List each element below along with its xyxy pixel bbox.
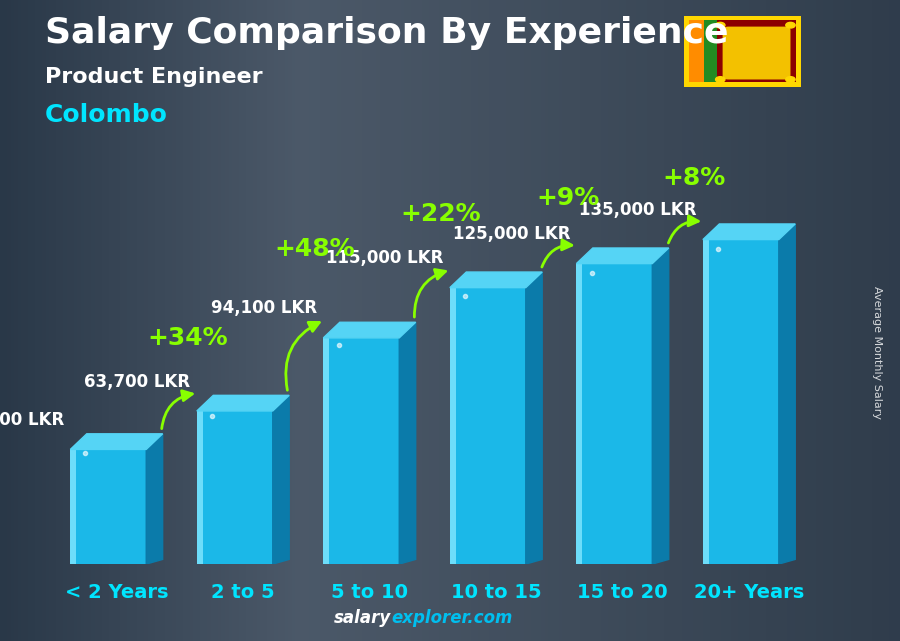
FancyBboxPatch shape (450, 288, 526, 564)
Text: 5 to 10: 5 to 10 (331, 583, 408, 603)
Text: 2 to 5: 2 to 5 (212, 583, 274, 603)
Circle shape (716, 22, 724, 28)
Bar (197, 411, 202, 564)
Text: +8%: +8% (662, 166, 725, 190)
Polygon shape (450, 272, 542, 288)
Text: 135,000 LKR: 135,000 LKR (579, 201, 697, 219)
Polygon shape (778, 224, 796, 564)
FancyBboxPatch shape (70, 449, 146, 564)
FancyBboxPatch shape (576, 263, 652, 564)
Bar (716, 21, 796, 82)
FancyBboxPatch shape (323, 338, 400, 564)
Polygon shape (400, 322, 416, 564)
Circle shape (786, 22, 796, 28)
Polygon shape (703, 224, 796, 240)
FancyBboxPatch shape (197, 411, 273, 564)
FancyBboxPatch shape (703, 240, 778, 564)
Polygon shape (273, 395, 289, 564)
Text: 10 to 15: 10 to 15 (451, 583, 541, 603)
Bar (70, 449, 77, 564)
Polygon shape (652, 248, 669, 564)
FancyBboxPatch shape (723, 26, 790, 79)
Circle shape (716, 77, 724, 82)
Text: Colombo: Colombo (45, 103, 168, 126)
Bar (688, 21, 704, 82)
Bar (450, 288, 456, 564)
Text: 63,700 LKR: 63,700 LKR (85, 372, 191, 390)
Text: explorer.com: explorer.com (392, 609, 513, 627)
Circle shape (786, 77, 796, 82)
Text: 47,700 LKR: 47,700 LKR (0, 411, 64, 429)
Bar (323, 338, 329, 564)
Bar (704, 21, 716, 82)
Polygon shape (146, 434, 163, 564)
Text: 125,000 LKR: 125,000 LKR (453, 225, 570, 243)
Text: +48%: +48% (274, 237, 355, 262)
Bar (703, 240, 709, 564)
Polygon shape (323, 322, 416, 338)
Text: Salary Comparison By Experience: Salary Comparison By Experience (45, 16, 728, 50)
Text: salary: salary (334, 609, 392, 627)
Polygon shape (526, 272, 542, 564)
Text: +9%: +9% (536, 186, 599, 210)
Text: 94,100 LKR: 94,100 LKR (211, 299, 317, 317)
Text: 15 to 20: 15 to 20 (577, 583, 668, 603)
Bar (576, 263, 582, 564)
Text: +22%: +22% (400, 203, 482, 226)
Text: Product Engineer: Product Engineer (45, 67, 263, 87)
Text: +34%: +34% (148, 326, 229, 350)
Text: 20+ Years: 20+ Years (694, 583, 805, 603)
Polygon shape (70, 434, 163, 449)
Text: Average Monthly Salary: Average Monthly Salary (872, 286, 883, 419)
Polygon shape (576, 248, 669, 263)
Text: 115,000 LKR: 115,000 LKR (326, 249, 444, 267)
Polygon shape (197, 395, 289, 411)
Text: < 2 Years: < 2 Years (65, 583, 168, 603)
